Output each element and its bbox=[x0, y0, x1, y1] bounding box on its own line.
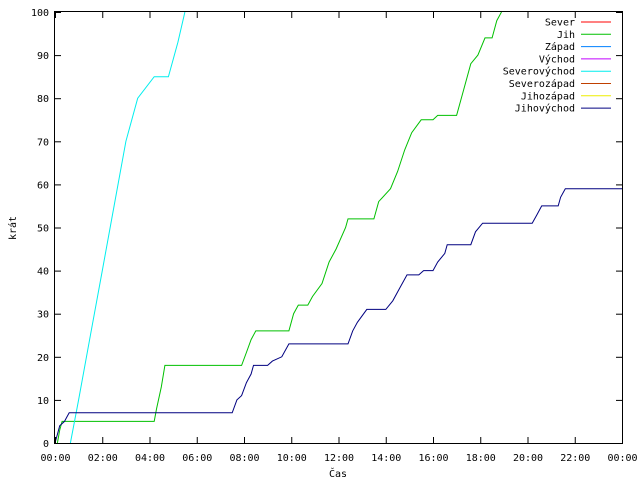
x-tick-label: 02:00 bbox=[88, 453, 118, 464]
y-tick-label: 70 bbox=[37, 137, 49, 148]
x-tick-label: 22:00 bbox=[560, 453, 590, 464]
y-tick-label: 80 bbox=[37, 94, 49, 105]
y-tick-label: 0 bbox=[43, 439, 49, 450]
series-line-7 bbox=[54, 188, 622, 444]
x-tick-label: 18:00 bbox=[466, 453, 496, 464]
legend-label-1: Jih bbox=[557, 30, 575, 41]
ticks-layer: 0 10 20 30 40 50 60 70 80 90 100 00:00 02:00 04:00 06:… bbox=[31, 8, 638, 464]
legend-label-5: Severozápad bbox=[509, 78, 575, 90]
x-tick-label: 16:00 bbox=[418, 453, 448, 464]
series-layer bbox=[54, 11, 622, 444]
x-tick-label: 12:00 bbox=[324, 453, 354, 464]
y-tick-label: 100 bbox=[31, 8, 49, 19]
x-tick-label: 00:00 bbox=[607, 453, 637, 464]
legend-label-0: Sever bbox=[545, 18, 575, 29]
plot-frame bbox=[54, 11, 623, 444]
y-tick-label: 90 bbox=[37, 51, 49, 62]
legend: SeverJihZápadVýchodSeverovýchodSeverozáp… bbox=[503, 18, 611, 115]
y-tick-label: 20 bbox=[37, 353, 49, 364]
legend-label-3: Východ bbox=[539, 53, 575, 65]
x-tick-label: 00:00 bbox=[40, 453, 70, 464]
legend-label-7: Jihovýchod bbox=[515, 103, 575, 115]
series-line-1 bbox=[56, 11, 502, 444]
y-tick-label: 40 bbox=[37, 267, 49, 278]
x-tick-label: 06:00 bbox=[182, 453, 212, 464]
y-tick-label: 60 bbox=[37, 180, 49, 191]
y-tick-label: 30 bbox=[37, 310, 49, 321]
y-tick-label: 50 bbox=[37, 224, 49, 235]
x-tick-label: 08:00 bbox=[229, 453, 259, 464]
legend-label-6: Jihozápad bbox=[521, 90, 575, 102]
x-axis-label: Čas bbox=[329, 467, 347, 480]
x-tick-label: 20:00 bbox=[513, 453, 543, 464]
x-tick-label: 04:00 bbox=[135, 453, 165, 464]
series-line-4 bbox=[69, 11, 186, 444]
x-tick-label: 10:00 bbox=[277, 453, 307, 464]
x-tick-label: 14:00 bbox=[371, 453, 401, 464]
y-axis-label: krát bbox=[7, 216, 19, 240]
legend-label-2: Západ bbox=[545, 41, 575, 53]
legend-label-4: Severovýchod bbox=[503, 66, 575, 78]
y-tick-label: 10 bbox=[37, 396, 49, 407]
